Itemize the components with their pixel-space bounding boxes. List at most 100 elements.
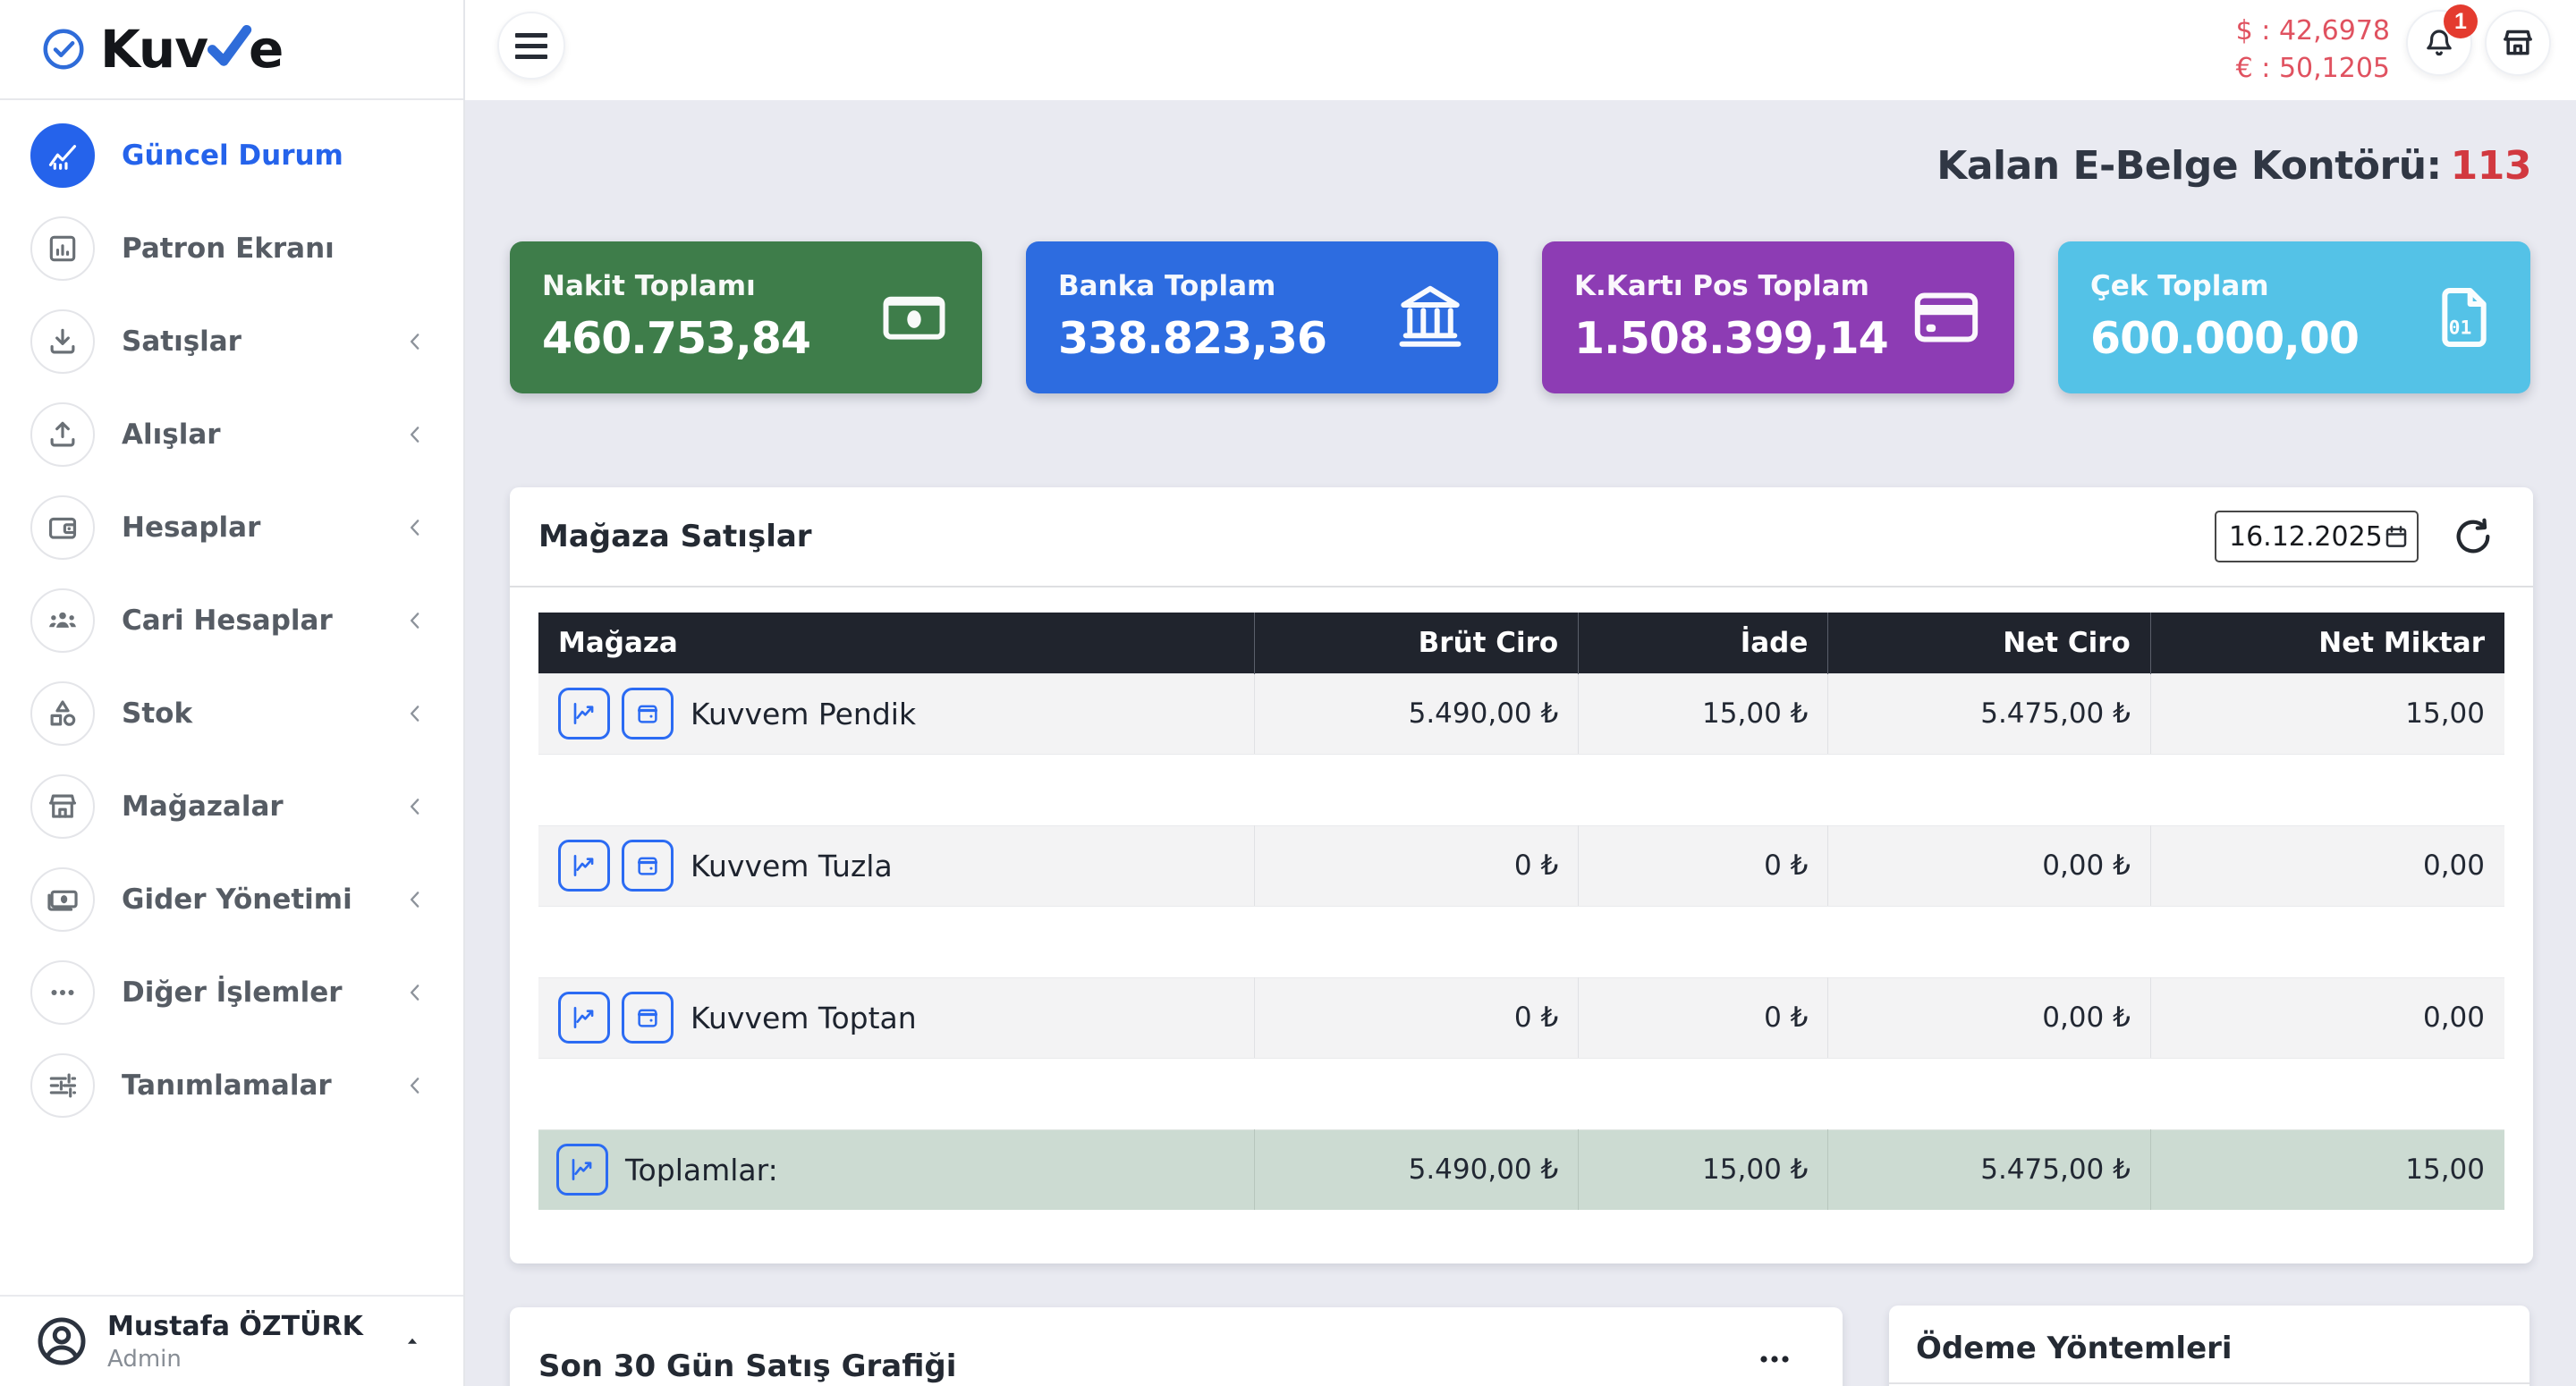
- sidebar-item-patron-ekrani[interactable]: Patron Ekranı: [0, 202, 463, 295]
- banknote-icon: [30, 867, 95, 932]
- chevron-left-icon: [404, 609, 428, 632]
- col-net-miktar: Net Miktar: [2150, 613, 2504, 673]
- totals-chart-button[interactable]: [556, 1144, 608, 1196]
- page-title: Kalan E-Belge Kontörü: 113: [1936, 143, 2531, 189]
- row-calendar-button[interactable]: [622, 840, 674, 892]
- stat-label: K.Kartı Pos Toplam: [1574, 270, 1869, 302]
- eur-rate: € : 50,1205: [2235, 53, 2390, 84]
- cell-net-ciro: 5.475,00 ₺: [1827, 1128, 2151, 1210]
- logo-check-circle-icon: [39, 25, 88, 73]
- refresh-button[interactable]: [2453, 516, 2494, 557]
- ellipsis-icon: [30, 960, 95, 1025]
- son-30-gun-card: Son 30 Gün Satış Grafiği: [510, 1307, 1843, 1386]
- bell-icon: [2421, 25, 2457, 61]
- row-calendar-button[interactable]: [622, 992, 674, 1044]
- bar-chart-square-icon: [30, 216, 95, 281]
- sidebar-item-cari-hesaplar[interactable]: Cari Hesaplar: [0, 574, 463, 667]
- table-header-row: Mağaza Brüt Ciro İade Net Ciro Net Mikta…: [538, 613, 2504, 673]
- stat-value: 338.823,36: [1058, 313, 1327, 364]
- sidebar-item-guncel-durum[interactable]: Güncel Durum: [0, 109, 463, 202]
- sidebar-item-tanimlamalar[interactable]: Tanımlamalar: [0, 1039, 463, 1132]
- col-brut-ciro: Brüt Ciro: [1254, 613, 1580, 673]
- cell-net-miktar: 15,00: [2150, 1128, 2504, 1210]
- sidebar-item-label: Patron Ekranı: [122, 232, 335, 265]
- row-chart-button[interactable]: [558, 992, 610, 1044]
- chevron-left-icon: [404, 981, 428, 1004]
- spacer-row: [538, 906, 2504, 977]
- sliders-icon: [30, 1053, 95, 1118]
- stat-card-pos[interactable]: K.Kartı Pos Toplam 1.508.399,14: [1542, 241, 2014, 393]
- chevron-left-icon: [404, 423, 428, 446]
- card-title: Son 30 Gün Satış Grafiği: [538, 1348, 957, 1384]
- stat-label: Banka Toplam: [1058, 270, 1276, 302]
- currency-rates: $ : 42,6978 € : 50,1205: [2236, 13, 2390, 88]
- notifications-button[interactable]: 1: [2406, 4, 2478, 76]
- stat-card-banka[interactable]: Banka Toplam 338.823,36: [1026, 241, 1498, 393]
- stat-label: Çek Toplam: [2090, 270, 2269, 302]
- row-chart-button[interactable]: [558, 688, 610, 739]
- sidebar-item-hesaplar[interactable]: Hesaplar: [0, 481, 463, 574]
- storefront-icon: [30, 774, 95, 839]
- sidebar-item-magazalar[interactable]: Mağazalar: [0, 760, 463, 853]
- sidebar-item-label: Alışlar: [122, 418, 221, 451]
- sidebar-item-alislar[interactable]: Alışlar: [0, 388, 463, 481]
- ebelge-label: Kalan E-Belge Kontörü:: [1936, 143, 2442, 189]
- logo-check-icon: [204, 21, 254, 72]
- cell-iade: 15,00 ₺: [1578, 672, 1829, 755]
- stat-value: 460.753,84: [542, 313, 811, 364]
- storefront-icon: [2500, 25, 2536, 61]
- sidebar-toggle-button[interactable]: [497, 12, 565, 80]
- credit-card-icon: [1909, 280, 1984, 355]
- chevron-left-icon: [404, 888, 428, 911]
- date-input[interactable]: 16.12.2025: [2215, 511, 2419, 562]
- usd-rate: $ : 42,6978: [2235, 15, 2390, 46]
- cell-brut: 5.490,00 ₺: [1254, 672, 1580, 755]
- bank-icon: [1393, 280, 1468, 355]
- store-name: Kuvvem Pendik: [691, 696, 917, 731]
- chevron-left-icon: [404, 1074, 428, 1097]
- cell-net-miktar: 0,00: [2150, 976, 2504, 1059]
- sidebar-item-label: Hesaplar: [122, 511, 261, 544]
- stat-card-cek[interactable]: Çek Toplam 600.000,00 01: [2058, 241, 2530, 393]
- sidebar-item-label: Stok: [122, 697, 193, 730]
- magaza-satislar-card: Mağaza Satışlar 16.12.2025 Mağaza Brüt C…: [510, 487, 2533, 1263]
- sidebar-item-label: Satışlar: [122, 325, 242, 358]
- cell-net-ciro: 0,00 ₺: [1827, 824, 2151, 907]
- download-icon: [30, 309, 95, 374]
- date-value: 16.12.2025: [2229, 520, 2383, 553]
- user-menu[interactable]: Mustafa ÖZTÜRK Admin: [0, 1295, 463, 1386]
- svg-text:01: 01: [2449, 317, 2472, 340]
- stat-card-nakit[interactable]: Nakit Toplamı 460.753,84: [510, 241, 982, 393]
- stores-button[interactable]: [2485, 10, 2551, 76]
- cell-iade: 0 ₺: [1578, 824, 1829, 907]
- stat-value: 1.508.399,14: [1574, 313, 1889, 364]
- card-menu-button[interactable]: [1757, 1352, 1792, 1366]
- user-name: Mustafa ÖZTÜRK: [107, 1310, 363, 1342]
- store-name: Kuvvem Toptan: [691, 1000, 917, 1035]
- sidebar-item-label: Diğer İşlemler: [122, 976, 343, 1009]
- chevron-left-icon: [404, 516, 428, 539]
- row-calendar-button[interactable]: [622, 688, 674, 739]
- spacer-row: [538, 754, 2504, 825]
- sidebar-item-stok[interactable]: Stok: [0, 667, 463, 760]
- sidebar-item-label: Cari Hesaplar: [122, 604, 333, 637]
- upload-icon: [30, 402, 95, 467]
- table-row: Kuvvem Toptan 0 ₺ 0 ₺ 0,00 ₺ 0,00: [538, 976, 2504, 1059]
- cell-brut: 0 ₺: [1254, 976, 1580, 1059]
- row-chart-button[interactable]: [558, 840, 610, 892]
- sidebar-item-satislar[interactable]: Satışlar: [0, 295, 463, 388]
- analytics-icon: [30, 123, 95, 188]
- sidebar-item-diger-islemler[interactable]: Diğer İşlemler: [0, 946, 463, 1039]
- cell-net-ciro: 0,00 ₺: [1827, 976, 2151, 1059]
- sidebar-item-label: Tanımlamalar: [122, 1069, 332, 1102]
- users-icon: [30, 588, 95, 653]
- col-net-ciro: Net Ciro: [1827, 613, 2151, 673]
- sidebar-item-gider-yonetimi[interactable]: Gider Yönetimi: [0, 853, 463, 946]
- stat-cards-row: Nakit Toplamı 460.753,84 Banka Toplam 33…: [510, 241, 2530, 393]
- logo-text: Kuv e: [100, 19, 284, 80]
- calendar-icon[interactable]: [2383, 523, 2410, 550]
- stat-label: Nakit Toplamı: [542, 270, 756, 302]
- logo[interactable]: Kuv e: [0, 0, 463, 100]
- sidebar-item-label: Gider Yönetimi: [122, 883, 352, 916]
- sidebar-item-label: Mağazalar: [122, 790, 284, 823]
